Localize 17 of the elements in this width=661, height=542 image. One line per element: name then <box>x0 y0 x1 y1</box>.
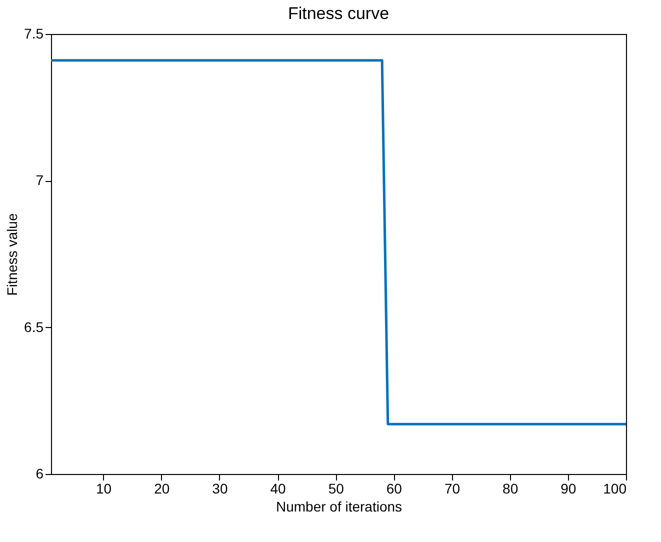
y-axis-title: Fitness value <box>4 213 20 296</box>
y-tick-label: 6 <box>36 466 44 482</box>
x-tick-label: 40 <box>270 480 286 496</box>
x-axis-title: Number of iterations <box>276 498 402 514</box>
x-tick-label: 30 <box>212 480 228 496</box>
x-tick-label: 100 <box>603 480 627 496</box>
x-tick-label: 60 <box>386 480 402 496</box>
y-tick-label: 7 <box>36 172 44 188</box>
y-tick-label: 6.5 <box>24 318 44 335</box>
x-tick-label: 20 <box>154 480 170 496</box>
x-tick-label: 70 <box>444 480 460 496</box>
chart-title: Fitness curve <box>288 4 390 23</box>
x-tick-label: 50 <box>328 480 344 496</box>
x-tick-label: 80 <box>502 480 518 496</box>
x-tick-label: 10 <box>96 480 112 496</box>
y-tick-label: 7.5 <box>24 26 44 42</box>
x-tick-label: 90 <box>560 480 576 496</box>
